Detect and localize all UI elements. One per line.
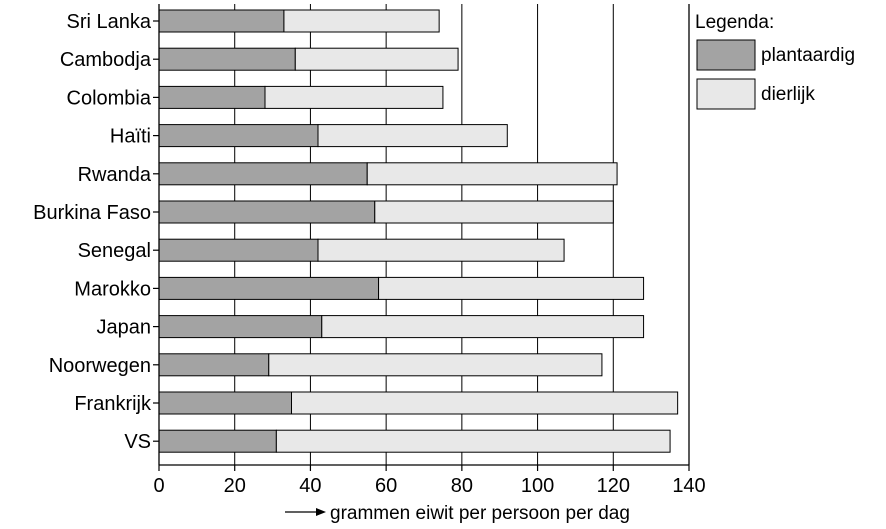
bar-plantaardig: [158, 315, 323, 339]
x-tick-label: 80: [451, 475, 473, 497]
legend-label: dierlijk: [761, 84, 815, 105]
bar-dierlijk: [366, 162, 618, 186]
x-axis-arrow-head: [316, 508, 326, 516]
legend: Legenda: plantaardig dierlijk: [695, 12, 855, 110]
bars: [158, 9, 679, 453]
bar-plantaardig: [158, 200, 376, 224]
bar-dierlijk: [317, 124, 508, 148]
bar-dierlijk: [321, 315, 645, 339]
x-tick-label: 100: [521, 475, 554, 497]
bar-dierlijk: [317, 238, 565, 262]
bar-dierlijk: [294, 47, 459, 71]
category-label: Noorwegen: [49, 355, 151, 377]
legend-swatch-dierlijk: [696, 78, 756, 110]
bar-dierlijk: [378, 276, 645, 300]
x-tick-label: 40: [299, 475, 321, 497]
category-label: Senegal: [78, 240, 151, 262]
category-label: Marokko: [74, 278, 151, 300]
x-tick-labels: 0 20 40 60 80 100 120 140: [153, 465, 706, 497]
grid-lines: [234, 4, 614, 465]
category-label: Frankrijk: [74, 393, 152, 415]
x-axis-title: grammen eiwit per persoon per dag: [285, 503, 630, 524]
bar-dierlijk: [264, 85, 444, 109]
x-tick-label: 0: [153, 475, 164, 497]
category-label: VS: [124, 431, 151, 453]
bar-plantaardig: [158, 85, 266, 109]
category-label: Sri Lanka: [67, 11, 152, 33]
legend-label: plantaardig: [761, 45, 855, 66]
axes: [158, 4, 690, 466]
x-tick-label: 140: [672, 475, 705, 497]
bar-dierlijk: [275, 429, 671, 453]
category-label: Colombia: [67, 87, 152, 109]
category-label: Burkina Faso: [33, 202, 151, 224]
bar-plantaardig: [158, 391, 292, 415]
bar-plantaardig: [158, 353, 270, 377]
bar-dierlijk: [283, 9, 440, 33]
x-axis-label: grammen eiwit per persoon per dag: [330, 503, 630, 524]
bar-plantaardig: [158, 9, 285, 33]
bar-plantaardig: [158, 162, 368, 186]
x-tick-label: 20: [224, 475, 246, 497]
bar-plantaardig: [158, 47, 296, 71]
bar-dierlijk: [374, 200, 614, 224]
legend-title: Legenda:: [695, 12, 774, 33]
category-label: Rwanda: [78, 164, 152, 186]
bar-dierlijk: [291, 391, 679, 415]
bar-plantaardig: [158, 429, 277, 453]
bar-plantaardig: [158, 238, 319, 262]
bar-plantaardig: [158, 276, 380, 300]
category-label: Japan: [97, 317, 152, 339]
category-labels: Sri Lanka Cambodja Colombia Haïti Rwanda Burk…: [33, 11, 159, 453]
legend-swatch-plantaardig: [696, 39, 756, 71]
category-label: Cambodja: [60, 49, 152, 71]
x-tick-label: 60: [375, 475, 397, 497]
category-label: Haïti: [110, 126, 151, 148]
bar-plantaardig: [158, 124, 319, 148]
bar-dierlijk: [268, 353, 603, 377]
x-tick-label: 120: [597, 475, 630, 497]
